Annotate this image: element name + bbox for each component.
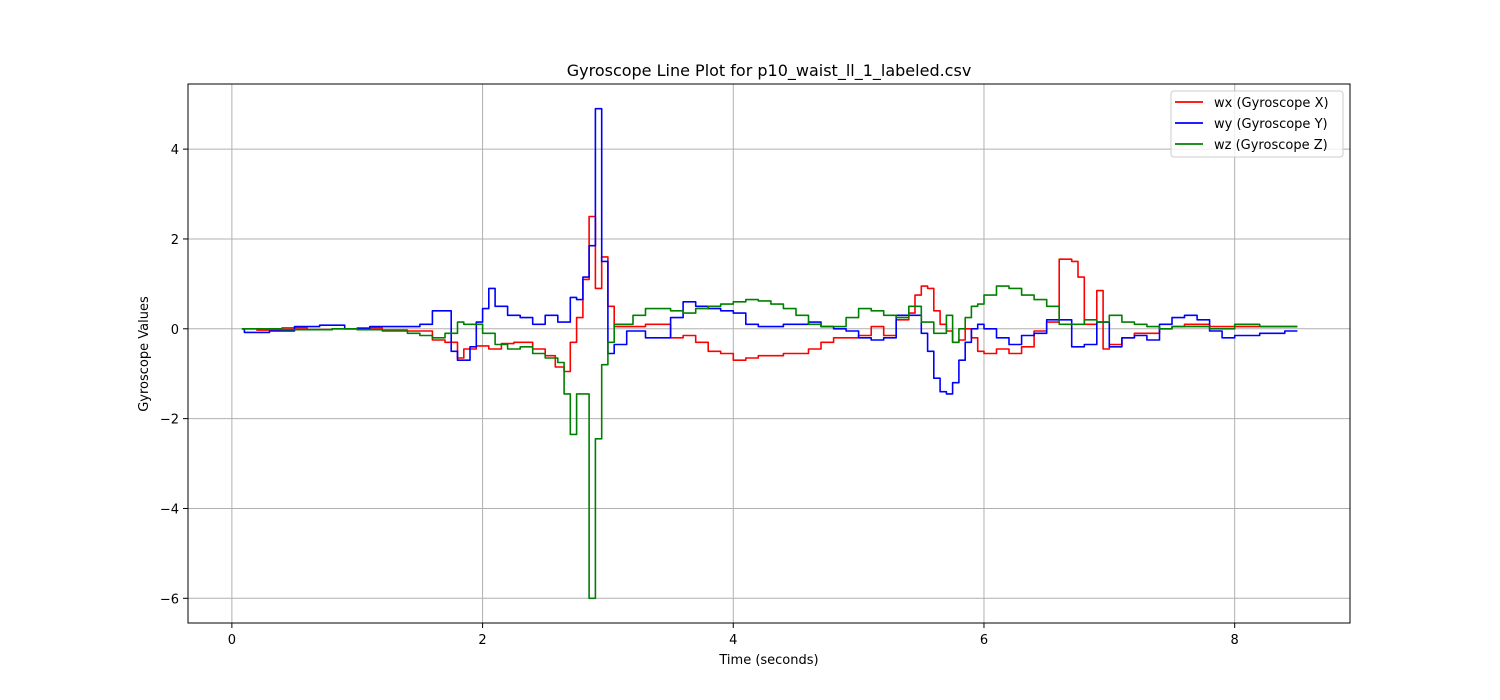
series-line-3 xyxy=(241,285,1298,600)
x-tick-label: 2 xyxy=(478,633,486,648)
x-tick-label: 8 xyxy=(1231,633,1239,648)
chart-title: Gyroscope Line Plot for p10_waist_ll_1_l… xyxy=(567,61,972,81)
y-tick-label: 0 xyxy=(171,323,179,338)
legend-box xyxy=(1170,90,1344,158)
legend-entry-label: wy (Gyroscope Y) xyxy=(1214,117,1328,132)
y-tick-label: −4 xyxy=(160,502,179,517)
y-tick-label: −2 xyxy=(160,413,179,428)
legend-entry-label: wz (Gyroscope Z) xyxy=(1214,138,1328,153)
series-lines xyxy=(241,107,1298,600)
legend: wx (Gyroscope X) wy (Gyroscope Y) wz (Gyro… xyxy=(1170,90,1344,158)
y-tick-label: 4 xyxy=(171,143,179,158)
x-tick-label: 6 xyxy=(980,633,988,648)
axis-ticks: 0 2 4 6 8 −6 −4 −2 0 2 4 xyxy=(160,143,1239,648)
y-tick-label: −6 xyxy=(160,592,179,607)
series-line-1 xyxy=(241,215,1298,373)
legend-entry-label: wx (Gyroscope X) xyxy=(1214,96,1329,111)
x-axis-label: Time (seconds) xyxy=(718,653,818,668)
plot-frame xyxy=(187,83,1351,624)
x-tick-label: 0 xyxy=(228,633,236,648)
x-tick-label: 4 xyxy=(729,633,737,648)
y-axis-label: Gyroscope Values xyxy=(137,296,152,412)
y-tick-label: 2 xyxy=(171,233,179,248)
